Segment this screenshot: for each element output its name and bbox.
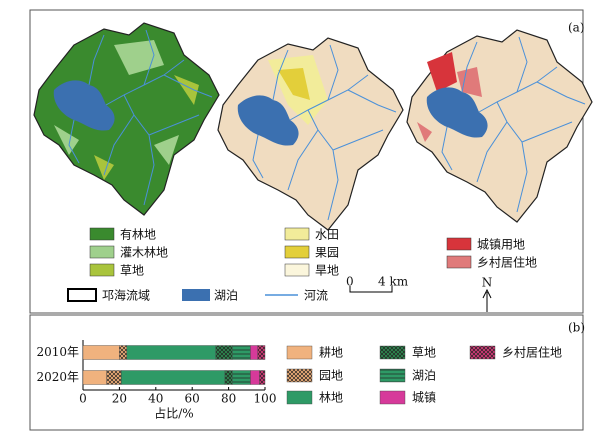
legend-label: 城镇用地 xyxy=(477,238,525,252)
legend-swatch xyxy=(286,368,313,383)
north-label: N xyxy=(482,276,493,290)
x-tick-label: 0 xyxy=(79,392,87,406)
legend-swatch xyxy=(446,237,472,251)
x-tick-label: 100 xyxy=(254,392,277,406)
bar-segment xyxy=(224,370,233,385)
legend-swatch xyxy=(284,245,310,259)
bar-segment xyxy=(82,345,120,360)
legend-swatch xyxy=(379,345,406,360)
bar-segment xyxy=(121,370,226,385)
legend-swatch xyxy=(89,263,115,277)
legend-label: 河流 xyxy=(304,289,328,303)
legend-swatch xyxy=(89,245,115,259)
legend-label: 有林地 xyxy=(120,228,156,242)
bar-segment xyxy=(250,370,260,385)
scale-bar xyxy=(349,286,393,293)
legend-label: 果园 xyxy=(315,246,339,260)
scale-label: 4 km xyxy=(378,275,409,289)
legend-swatch xyxy=(284,263,310,277)
legend-label: 耕地 xyxy=(319,345,343,360)
legend-swatch xyxy=(286,345,313,360)
legend-swatch xyxy=(286,390,313,405)
x-tick-label: 80 xyxy=(221,392,236,406)
y-tick-label: 2010年 xyxy=(36,345,79,359)
x-tick-label: 60 xyxy=(185,392,200,406)
legend-label: 灌木林地 xyxy=(120,246,168,260)
panel-a-frame xyxy=(29,9,584,314)
panel-label: (a) xyxy=(568,21,585,35)
legend-label: 湖泊 xyxy=(412,368,436,383)
legend-label: 城镇 xyxy=(412,391,436,405)
x-tick-label: 20 xyxy=(112,392,127,406)
bar-segment xyxy=(257,345,266,360)
legend-label: 乡村居住地 xyxy=(502,346,562,360)
bar-segment xyxy=(215,345,233,360)
map-forest xyxy=(33,22,220,216)
x-tick-label: 40 xyxy=(148,392,163,406)
legend-swatch xyxy=(89,227,115,241)
legend-label: 草地 xyxy=(412,346,436,360)
legend-label: 邛海流域 xyxy=(102,288,150,303)
bar-segment xyxy=(82,370,107,385)
legend-swatch xyxy=(446,255,472,269)
basin-swatch xyxy=(67,288,97,302)
bar-segment xyxy=(259,370,266,385)
legend-swatch xyxy=(379,368,406,383)
bar-segment xyxy=(232,345,251,360)
legend-label: 园地 xyxy=(319,369,343,383)
north-arrow xyxy=(482,288,492,312)
bar-segment xyxy=(119,345,127,360)
bar-segment xyxy=(232,370,251,385)
map-farmland xyxy=(217,37,404,231)
bar-segment xyxy=(106,370,122,385)
legend-label: 林地 xyxy=(319,391,343,405)
map-settlement xyxy=(406,29,593,223)
legend-label: 乡村居住地 xyxy=(477,256,537,270)
bar-segment xyxy=(250,345,258,360)
x-axis-label: 占比/% xyxy=(154,406,193,421)
legend-swatch xyxy=(469,345,496,360)
bar-segment xyxy=(126,345,217,360)
panel-label: (b) xyxy=(568,321,585,335)
lake-swatch xyxy=(182,289,210,301)
scale-label: 0 xyxy=(346,275,354,289)
legend-swatch xyxy=(379,390,406,405)
legend-label: 草地 xyxy=(120,264,144,278)
legend-label: 湖泊 xyxy=(214,288,238,303)
legend-label: 旱地 xyxy=(315,264,339,278)
y-tick-label: 2020年 xyxy=(36,370,79,384)
legend-label: 水田 xyxy=(315,228,339,242)
legend-swatch xyxy=(284,227,310,241)
panel-b-frame xyxy=(29,314,584,431)
